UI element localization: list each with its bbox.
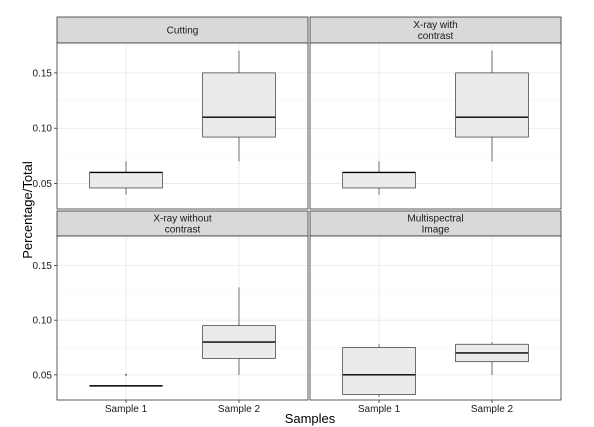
- box-sample-2: [202, 50, 276, 162]
- box-sample-1: [89, 373, 163, 387]
- panel-border: [56, 42, 309, 210]
- panel-border: [56, 235, 309, 401]
- facet-title: contrast: [165, 225, 201, 236]
- x-tick-label: Sample 2: [471, 404, 514, 415]
- facet-title: Multispectral: [407, 214, 463, 225]
- y-tick-label: 0.10: [33, 124, 53, 135]
- box-sample-2: [202, 287, 276, 375]
- y-tick-label: 0.10: [33, 316, 53, 327]
- facet-title: contrast: [418, 31, 454, 42]
- facet-title: X-ray without: [153, 214, 212, 225]
- box-sample-1: [342, 161, 416, 195]
- x-tick-label: Sample 1: [358, 404, 401, 415]
- y-tick-label: 0.05: [33, 179, 53, 190]
- x-axis-title: Samples: [285, 411, 336, 426]
- panel-background: [57, 236, 308, 400]
- box-iqr: [202, 72, 276, 138]
- y-tick-label: 0.05: [33, 370, 53, 381]
- y-axis-title: Percentage/Total: [20, 161, 35, 259]
- box-sample-1: [89, 161, 163, 195]
- y-tick-label: 0.15: [33, 68, 53, 79]
- facet-title: Image: [422, 225, 450, 236]
- box-sample-2: [455, 342, 529, 375]
- x-tick-label: Sample 1: [105, 404, 148, 415]
- box-iqr: [342, 347, 416, 395]
- box-iqr: [89, 172, 163, 189]
- box-iqr: [455, 72, 529, 138]
- facet-panel: Cutting 0.05 0.10 0.15: [33, 16, 309, 210]
- x-tick-label: Sample 2: [218, 404, 261, 415]
- facet-strip: [309, 16, 562, 44]
- facet-title: X-ray with: [413, 20, 457, 31]
- box-sample-2: [455, 50, 529, 162]
- box-sample-1: [342, 344, 416, 397]
- facet-strip: [56, 16, 309, 44]
- outlier-point: [125, 373, 128, 376]
- facet-strip: [309, 210, 562, 237]
- facet-strip: [56, 210, 309, 237]
- y-tick-label: 0.15: [33, 261, 53, 272]
- facet-title: Cutting: [167, 26, 199, 37]
- panel-border: [309, 42, 562, 210]
- box-iqr: [342, 172, 416, 189]
- panel-border: [309, 235, 562, 401]
